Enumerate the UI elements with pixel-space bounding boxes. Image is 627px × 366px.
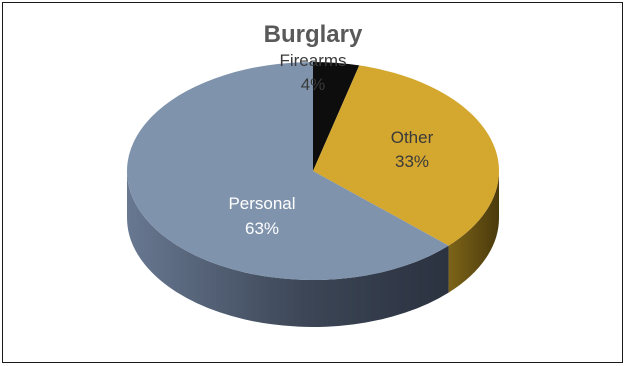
pie-slice-other	[313, 65, 499, 246]
slice-label-personal: Personal	[228, 194, 295, 213]
slice-value-other: 33%	[395, 152, 429, 171]
pie-side-personal	[127, 171, 449, 327]
slice-value-firearms: 4%	[301, 75, 326, 94]
slice-label-other: Other	[391, 128, 434, 147]
pie-slice-personal	[126, 62, 449, 280]
pie-side-other	[448, 171, 499, 293]
slice-value-personal: 63%	[245, 219, 279, 238]
pie-slice-firearms	[313, 62, 360, 171]
slice-label-firearms: Firearms	[279, 51, 346, 70]
chart-title: Burglary	[264, 21, 363, 48]
